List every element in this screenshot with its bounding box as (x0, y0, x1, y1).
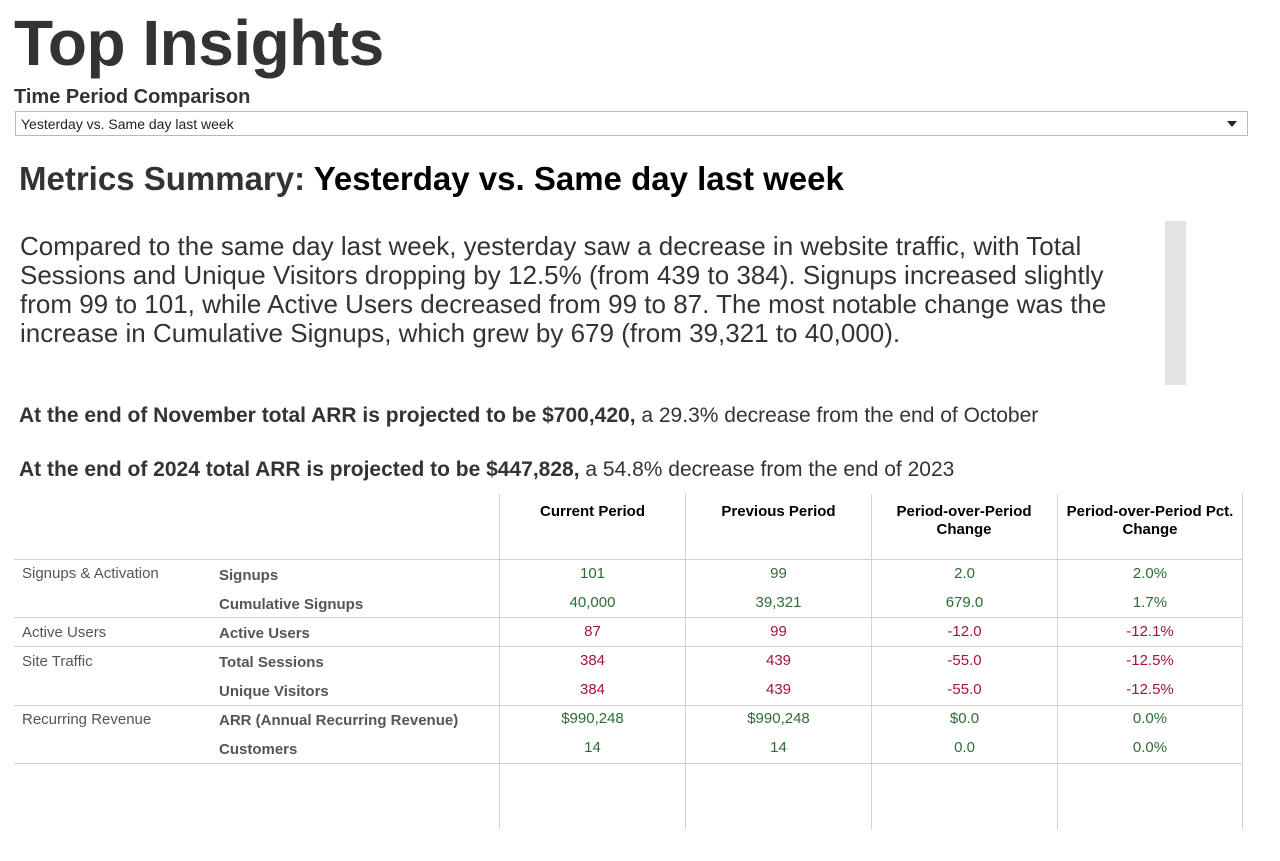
cell-arr-current: $990,248 (561, 710, 624, 727)
cell-customers-previous: 14 (770, 739, 787, 756)
metric-signups: Signups (219, 567, 279, 584)
page-title: Top Insights (14, 7, 384, 79)
metric-active-users: Active Users (219, 625, 310, 642)
arr-projection-year: At the end of 2024 total ARR is projecte… (19, 458, 954, 482)
cell-customers-change: 0.0 (954, 739, 975, 756)
cell-cumulative-current: 40,000 (569, 594, 616, 611)
cell-active-change: -12.0 (947, 623, 982, 640)
projection-month-rest: a 29.3% decrease from the end of October (635, 404, 1039, 427)
narrative-scrollbar[interactable] (1165, 221, 1186, 385)
group-active-users: Active Users (22, 624, 107, 641)
cell-customers-pct: 0.0% (1132, 739, 1168, 756)
cell-signups-change: 2.0 (954, 565, 975, 582)
cell-sessions-change: -55.0 (947, 652, 982, 669)
cell-customers-current: 14 (584, 739, 601, 756)
metric-customers: Customers (219, 741, 298, 758)
group-site-traffic: Site Traffic (22, 653, 93, 670)
cell-cumulative-pct: 1.7% (1132, 594, 1168, 611)
cell-active-pct: -12.1% (1126, 623, 1174, 640)
row-divider (14, 763, 1243, 764)
time-period-filter-label: Time Period Comparison (14, 86, 251, 108)
metric-total-sessions: Total Sessions (219, 654, 324, 671)
cell-visitors-change: -55.0 (947, 681, 982, 698)
row-divider (14, 646, 1243, 647)
cell-cumulative-previous: 39,321 (755, 594, 802, 611)
column-divider (1057, 494, 1058, 830)
cell-visitors-previous: 439 (765, 681, 792, 698)
arr-projection-month: At the end of November total ARR is proj… (19, 404, 1038, 428)
cell-visitors-pct: -12.5% (1126, 681, 1174, 698)
cell-active-previous: 99 (770, 623, 787, 640)
cell-active-current: 87 (584, 623, 601, 640)
metrics-summary-heading: Metrics Summary: Yesterday vs. Same day … (19, 160, 844, 198)
cell-signups-pct: 2.0% (1132, 565, 1168, 582)
metric-arr: ARR (Annual Recurring Revenue) (219, 712, 459, 729)
time-period-select[interactable]: Yesterday vs. Same day last week (15, 111, 1248, 136)
summary-heading-prefix: Metrics Summary: (19, 160, 306, 197)
cell-sessions-current: 384 (579, 652, 606, 669)
group-recurring-revenue: Recurring Revenue (22, 711, 152, 728)
cell-signups-previous: 99 (770, 565, 787, 582)
cell-arr-change: $0.0 (949, 710, 980, 727)
metrics-table: Current Period Previous Period Period-ov… (14, 494, 1243, 830)
header-current-period[interactable]: Current Period (539, 503, 645, 520)
projection-year-bold: At the end of 2024 total ARR is projecte… (19, 458, 580, 481)
header-pop-pct-change[interactable]: Period-over-Period Pct. Change (1066, 503, 1234, 538)
cell-visitors-current: 384 (579, 681, 606, 698)
cell-arr-pct: 0.0% (1132, 710, 1168, 727)
time-period-selected-value: Yesterday vs. Same day last week (21, 115, 234, 132)
projection-year-rest: a 54.8% decrease from the end of 2023 (579, 458, 955, 481)
cell-cumulative-change: 679.0 (945, 594, 984, 611)
metric-unique-visitors: Unique Visitors (219, 683, 329, 700)
column-divider (871, 494, 872, 830)
cell-sessions-pct: -12.5% (1126, 652, 1174, 669)
summary-narrative: Compared to the same day last week, yest… (20, 231, 1107, 348)
column-divider (499, 494, 500, 830)
metric-cumulative-signups: Cumulative Signups (219, 596, 364, 613)
header-previous-period[interactable]: Previous Period (721, 503, 836, 520)
column-divider (685, 494, 686, 830)
summary-heading-period: Yesterday vs. Same day last week (313, 160, 844, 197)
chevron-down-icon[interactable] (1227, 121, 1237, 127)
row-divider (14, 617, 1243, 618)
cell-arr-previous: $990,248 (747, 710, 810, 727)
group-signups-activation: Signups & Activation (22, 565, 159, 582)
cell-sessions-previous: 439 (765, 652, 792, 669)
header-pop-change[interactable]: Period-over-Period Change (896, 503, 1032, 538)
row-divider (14, 559, 1243, 560)
column-divider (1242, 494, 1243, 830)
row-divider (14, 705, 1243, 706)
cell-signups-current: 101 (579, 565, 606, 582)
projection-month-bold: At the end of November total ARR is proj… (19, 404, 636, 427)
